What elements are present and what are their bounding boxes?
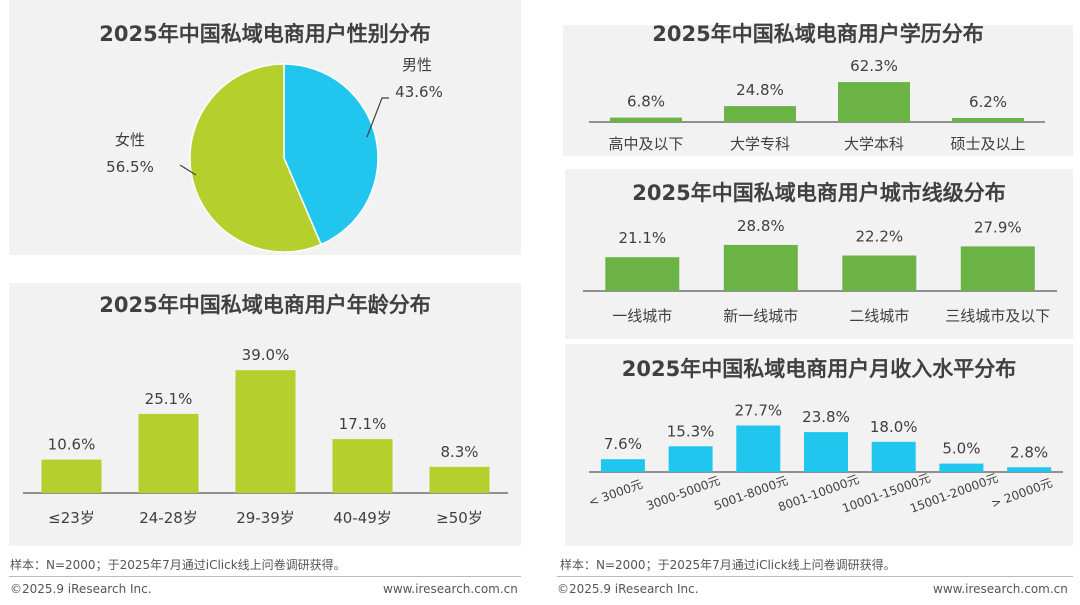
income-value-label: 2.8%: [1010, 443, 1048, 461]
education-category-label: 硕士及以上: [950, 135, 1025, 153]
city-panel: 2025年中国私域电商用户城市线级分布 21.1% 一线城市 28.8% 新一线城市 2…: [565, 169, 1073, 339]
left-website-link[interactable]: www.iresearch.com.cn: [383, 582, 518, 596]
male-leader-line: [366, 97, 389, 138]
age-category-label: 24-28岁: [139, 509, 198, 527]
age-bar-chart: 10.6% ≤23岁 25.1% 24-28岁 39.0% 29-39岁 17.1% 40-4…: [23, 346, 508, 527]
income-bar: [871, 441, 916, 472]
city-chart-title: 2025年中国私域电商用户城市线级分布: [632, 181, 1006, 205]
education-category-label: 大学专科: [730, 135, 790, 153]
female-leader-line: [179, 164, 197, 176]
income-panel: 2025年中国私域电商用户月收入水平分布 7.6% < 3000元 15.3% 300…: [565, 344, 1073, 546]
female-label: 女性: [115, 131, 145, 149]
age-bar: [138, 413, 199, 493]
age-chart-title: 2025年中国私域电商用户年龄分布: [99, 293, 431, 317]
city-category-label: 一线城市: [612, 307, 672, 325]
right-website-link[interactable]: www.iresearch.com.cn: [933, 582, 1068, 596]
city-category-label: 二线城市: [849, 307, 909, 325]
age-value-label: 25.1%: [145, 390, 193, 408]
income-bar-chart: 7.6%< 3000元15.3%3000-5000元27.7%5001-8000…: [587, 402, 1063, 516]
income-value-label: 27.7%: [734, 402, 782, 420]
pie-slice-female: [189, 63, 323, 253]
income-value-label: 15.3%: [667, 422, 715, 440]
city-category-label: 新一线城市: [723, 307, 798, 325]
age-category-label: 29-39岁: [236, 509, 295, 527]
education-value-label: 62.3%: [850, 57, 898, 75]
pie-slice-male: [283, 63, 379, 246]
income-bar: [736, 425, 781, 472]
education-bar: [610, 117, 682, 122]
income-value-label: 23.8%: [802, 408, 850, 426]
income-value-label: 5.0%: [942, 440, 980, 458]
age-value-label: 8.3%: [440, 443, 478, 461]
gender-chart-title: 2025年中国私域电商用户性别分布: [99, 22, 431, 46]
income-bar: [939, 463, 984, 472]
income-bar: [804, 432, 848, 472]
age-category-label: ≥50岁: [436, 509, 483, 527]
city-value-label: 22.2%: [855, 228, 903, 246]
age-category-label: 40-49岁: [333, 509, 392, 527]
gender-panel: 2025年中国私域电商用户性别分布 男性 43.6% 女性 56.5%: [9, 0, 521, 255]
education-chart-title: 2025年中国私域电商用户学历分布: [652, 22, 984, 46]
education-value-label: 24.8%: [736, 81, 784, 99]
income-chart-title: 2025年中国私域电商用户月收入水平分布: [621, 357, 1017, 381]
male-value-label: 43.6%: [395, 83, 443, 101]
left-footer-divider: [9, 576, 521, 577]
education-category-label: 高中及以下: [608, 135, 683, 153]
city-bar: [723, 244, 798, 291]
right-footer-divider: [557, 576, 1073, 577]
city-value-label: 21.1%: [618, 229, 666, 247]
age-bar: [235, 370, 296, 493]
education-bar-chart: 6.8% 高中及以下 24.8% 大学专科 62.3% 大学本科 6.2% 硕士及以上: [589, 57, 1045, 153]
age-bar: [429, 466, 490, 493]
income-value-label: 18.0%: [870, 418, 918, 436]
age-value-label: 10.6%: [48, 436, 96, 454]
city-value-label: 28.8%: [737, 217, 785, 235]
left-sample-note: 样本：N=2000；于2025年7月通过iClick线上问卷调研获得。: [10, 558, 346, 572]
education-panel: 2025年中国私域电商用户学历分布 6.8% 高中及以下 24.8% 大学专科 62.3…: [563, 22, 1073, 156]
city-bar: [960, 246, 1035, 291]
income-bar: [1007, 467, 1052, 472]
income-value-label: 7.6%: [604, 435, 642, 453]
age-bar: [332, 439, 393, 493]
education-value-label: 6.2%: [969, 93, 1007, 111]
city-bar: [842, 255, 917, 291]
right-copyright: ©2025.9 iResearch Inc.: [557, 582, 699, 596]
education-bar: [952, 118, 1024, 122]
income-category-label: 3000-5000元: [644, 473, 722, 513]
female-value-label: 56.5%: [106, 158, 154, 176]
city-value-label: 27.9%: [974, 218, 1022, 236]
education-bar: [724, 106, 796, 122]
city-bar-chart: 21.1% 一线城市 28.8% 新一线城市 22.2% 二线城市 27.9% 三线城市及以下: [583, 217, 1057, 325]
city-category-label: 三线城市及以下: [945, 307, 1050, 325]
education-value-label: 6.8%: [627, 93, 665, 111]
income-bar: [668, 446, 713, 472]
income-category-label: > 20000元: [989, 476, 1054, 511]
age-value-label: 17.1%: [339, 415, 387, 433]
age-panel: 2025年中国私域电商用户年龄分布 10.6% ≤23岁 25.1% 24-28岁 39…: [9, 283, 521, 546]
education-category-label: 大学本科: [844, 135, 904, 153]
right-sample-note: 样本：N=2000；于2025年7月通过iClick线上问卷调研获得。: [560, 558, 896, 572]
age-value-label: 39.0%: [242, 346, 290, 364]
male-label: 男性: [402, 56, 432, 74]
left-copyright: ©2025.9 iResearch Inc.: [10, 582, 152, 596]
gender-pie-chart: 男性 43.6% 女性 56.5%: [106, 56, 443, 253]
age-category-label: ≤23岁: [48, 509, 95, 527]
education-bar: [838, 82, 910, 122]
income-category-label: < 3000元: [587, 477, 645, 509]
age-bar: [41, 459, 102, 493]
income-bar: [600, 459, 645, 472]
city-bar: [605, 257, 680, 291]
